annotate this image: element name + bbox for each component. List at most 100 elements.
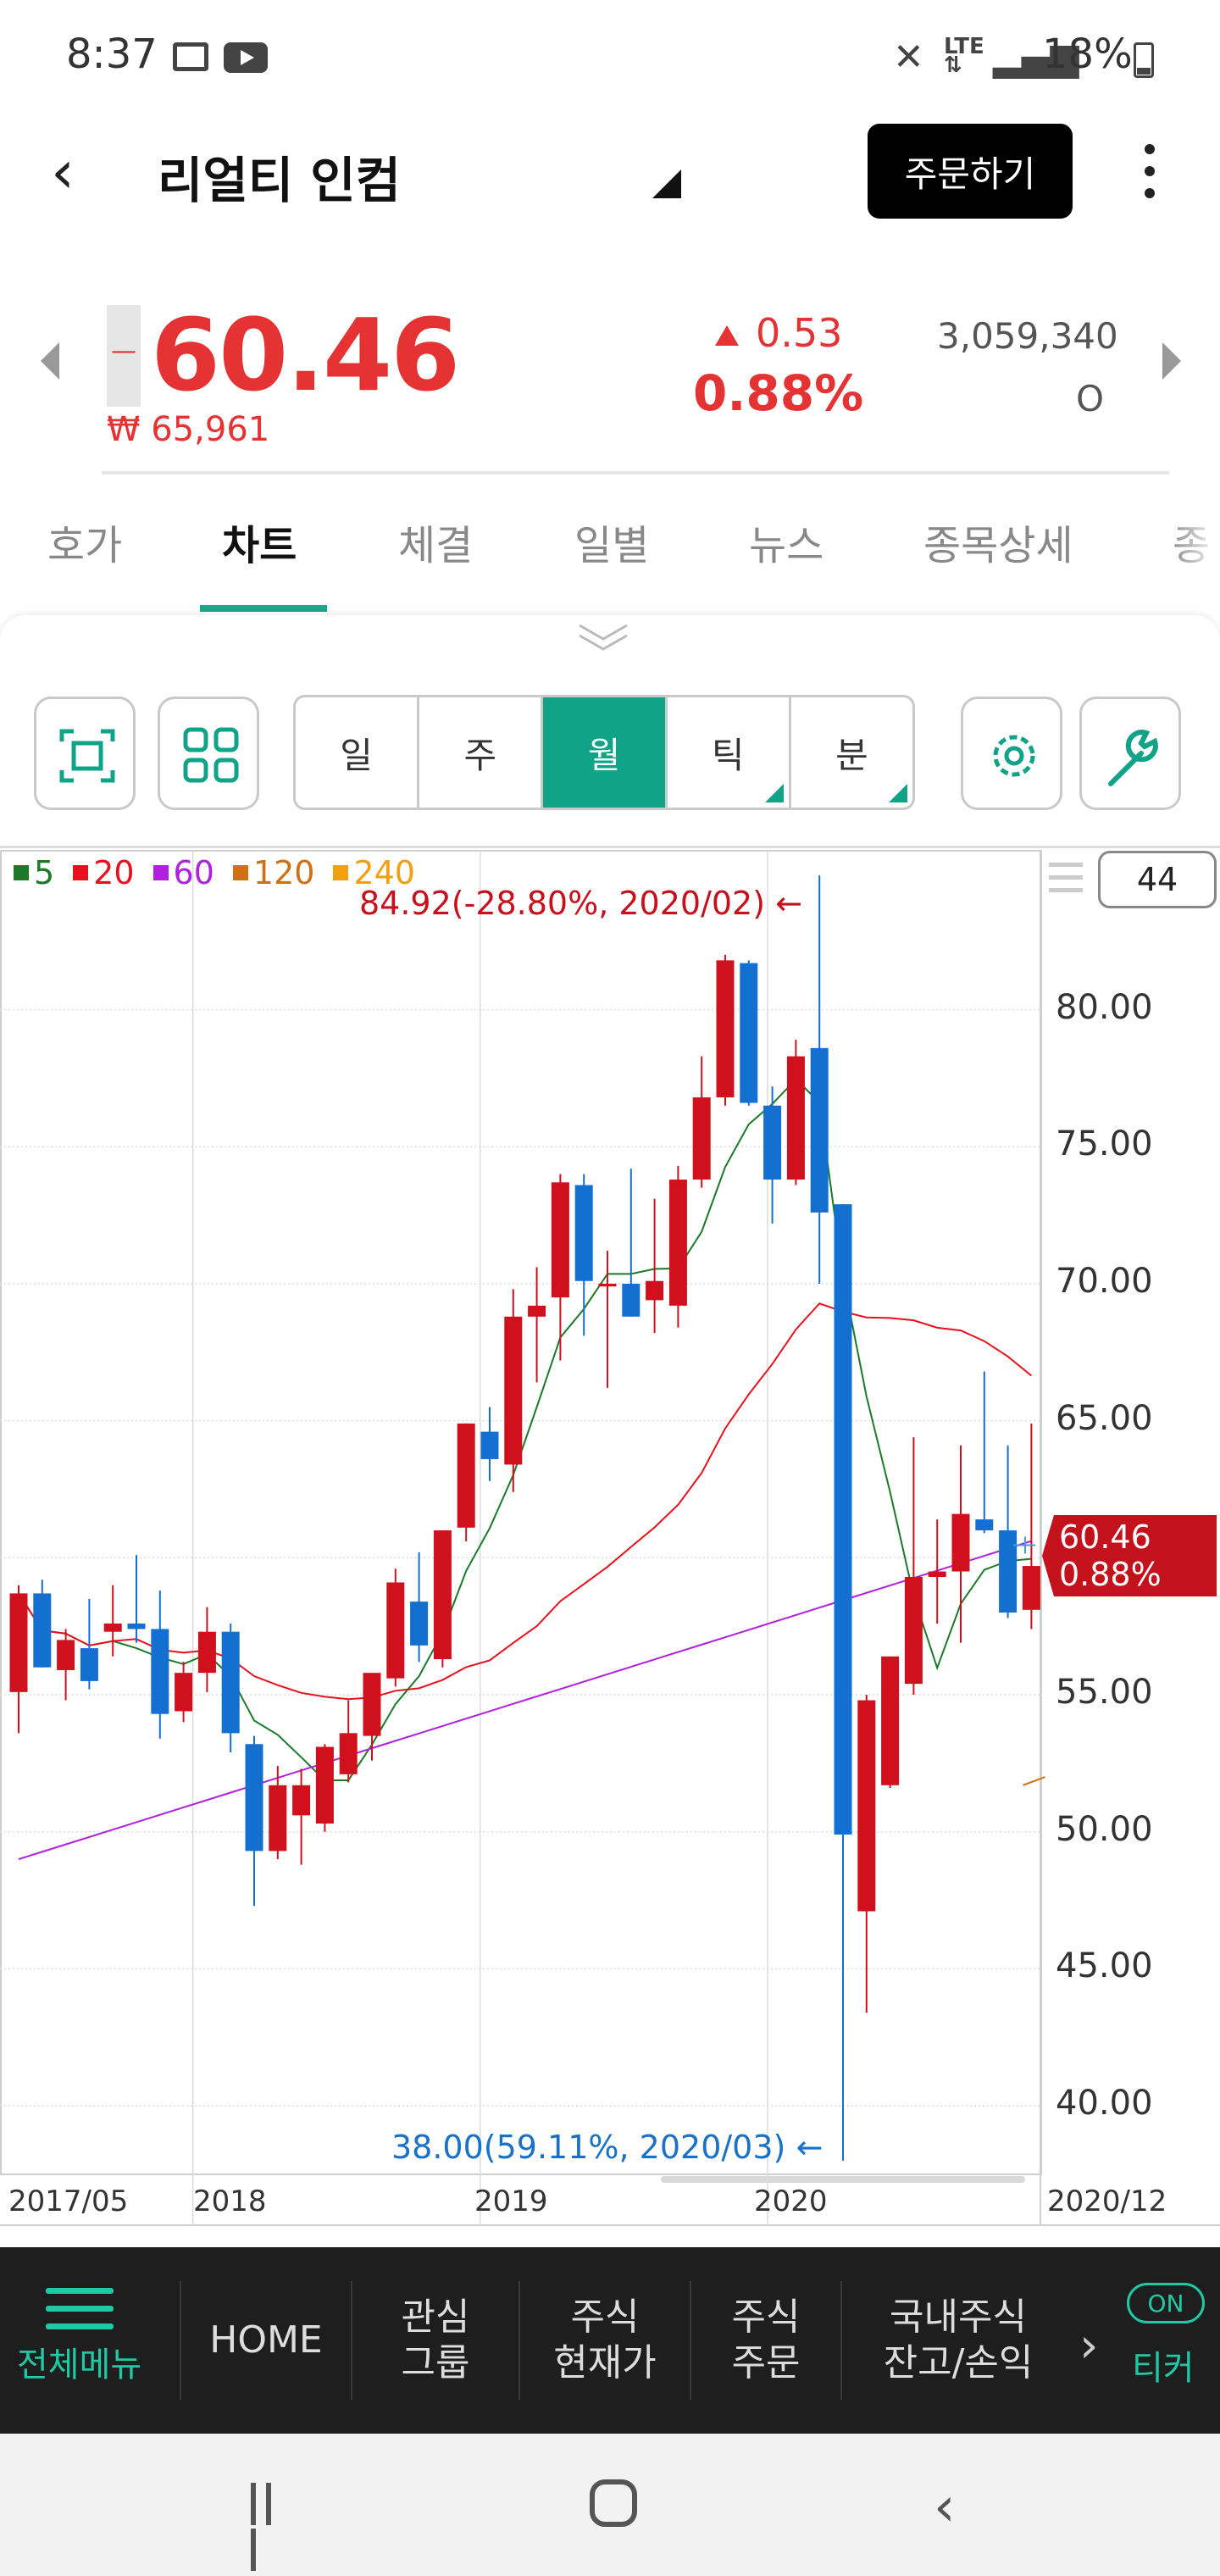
legend-ma20: 20	[73, 854, 135, 891]
image-icon	[173, 42, 208, 71]
candle	[103, 1585, 122, 1657]
divider	[102, 471, 1169, 475]
candle-body	[292, 1785, 311, 1816]
candle	[269, 1766, 287, 1860]
fullscreen-icon	[59, 729, 115, 783]
tab-news[interactable]: 뉴스	[749, 522, 824, 569]
tab-details[interactable]: 종목상세	[923, 522, 1073, 569]
candle-body	[410, 1602, 429, 1646]
period-minute[interactable]: 분	[791, 697, 912, 808]
candle-body	[740, 963, 758, 1103]
recent-apps-icon[interactable]	[251, 2483, 295, 2571]
chart-area[interactable]	[0, 846, 1220, 2235]
nav-home[interactable]: HOME	[209, 2318, 323, 2362]
period-month[interactable]: 월	[543, 697, 668, 808]
candlestick-chart[interactable]	[0, 846, 1220, 2235]
y-tick-label: 80.00	[1056, 987, 1153, 1027]
chart-menu-icon[interactable]	[1049, 863, 1083, 901]
chart-legend: 5 20 60 120 240	[14, 854, 415, 891]
all-menu-label[interactable]: 전체메뉴	[17, 2346, 142, 2384]
home-icon[interactable]	[590, 2479, 637, 2527]
tab-orderbook[interactable]: 호가	[47, 522, 123, 569]
candle	[292, 1768, 311, 1865]
candle-body	[33, 1593, 52, 1668]
candle-body	[221, 1631, 240, 1734]
ma60-line	[18, 1540, 1032, 1861]
legend-swatch	[232, 865, 248, 880]
price-change-percent: 0.88%	[693, 364, 864, 422]
period-day[interactable]: 일	[296, 697, 420, 808]
candle	[881, 1656, 900, 1789]
candle	[528, 1267, 546, 1383]
prev-stock-arrow-icon[interactable]	[41, 342, 59, 380]
ticker-toggle[interactable]: ON	[1127, 2283, 1205, 2323]
candle	[692, 1056, 711, 1188]
candle-body	[151, 1629, 169, 1714]
tools-button[interactable]	[1079, 697, 1181, 810]
candle	[410, 1552, 429, 1663]
candle	[504, 1289, 523, 1492]
candle	[315, 1744, 334, 1832]
candle	[786, 1040, 805, 1185]
candle-body	[668, 1180, 687, 1306]
order-button[interactable]: 주문하기	[868, 124, 1073, 219]
candle-body	[457, 1423, 475, 1528]
candle-body	[857, 1700, 876, 1912]
candle	[740, 960, 758, 1106]
candle-body	[763, 1105, 782, 1180]
y-tick-label: 45.00	[1056, 1946, 1153, 1986]
candle-body	[175, 1673, 193, 1712]
candle	[197, 1607, 216, 1692]
candle-body	[103, 1623, 122, 1632]
nav-watchlist[interactable]: 관심 그룹	[401, 2296, 470, 2384]
nav-stock-order[interactable]: 주식 주문	[731, 2296, 801, 2384]
tab-daily[interactable]: 일별	[574, 522, 650, 569]
candle-body	[551, 1182, 569, 1298]
candle-body	[834, 1204, 852, 1835]
multi-chart-button[interactable]	[158, 697, 259, 810]
candle	[175, 1662, 193, 1723]
candle-body	[80, 1648, 98, 1681]
system-back-icon[interactable]: ‹	[934, 2476, 956, 2539]
settings-button[interactable]	[961, 697, 1062, 810]
candle	[574, 1174, 593, 1336]
nav-balance[interactable]: 국내주식 잔고/손익	[883, 2296, 1034, 2384]
ma120-line	[1023, 1776, 1045, 1786]
candle	[1022, 1423, 1040, 1629]
candle	[598, 1251, 617, 1388]
candle	[433, 1530, 452, 1668]
candle-body	[598, 1283, 617, 1287]
tab-chart[interactable]: 차트	[222, 522, 297, 569]
nav-stock-quote[interactable]: 주식 현재가	[553, 2296, 657, 2384]
candle-body	[245, 1744, 263, 1852]
chevron-right-icon[interactable]: ›	[1079, 2318, 1099, 2373]
gear-icon	[993, 735, 1035, 777]
period-week[interactable]: 주	[419, 697, 544, 808]
back-arrow-icon[interactable]: ‹	[51, 137, 75, 207]
ticker-label[interactable]: 티커	[1132, 2349, 1195, 2388]
collapse-chevron-icon[interactable]	[578, 622, 629, 656]
candle-count-input[interactable]: 44	[1098, 851, 1217, 908]
stock-title[interactable]: 리얼티 인컴	[158, 152, 401, 209]
legend-ma5: 5	[14, 854, 54, 891]
x-tick-label: 2020	[754, 2185, 828, 2218]
hamburger-menu-icon[interactable]	[46, 2288, 114, 2341]
current-price-pct: 0.88%	[1059, 1556, 1162, 1593]
candle-body	[622, 1283, 640, 1317]
y-tick-label: 50.00	[1056, 1809, 1153, 1849]
candle-body	[904, 1576, 923, 1685]
candle-body	[951, 1513, 970, 1572]
candle-body	[975, 1519, 994, 1531]
candle-body	[57, 1640, 75, 1670]
tab-trades[interactable]: 체결	[398, 522, 474, 569]
fullscreen-button[interactable]	[34, 697, 136, 810]
candle	[221, 1623, 240, 1752]
current-price-flag: 60.46 0.88%	[1042, 1515, 1217, 1596]
dropdown-corner-icon[interactable]	[652, 169, 681, 198]
status-bar: 8:37 ✕ LTE ⇅ ▂▄▆ 18%	[0, 0, 1220, 119]
more-menu-icon[interactable]	[1139, 144, 1161, 203]
next-stock-arrow-icon[interactable]	[1162, 342, 1181, 380]
candle-body	[269, 1785, 287, 1852]
period-tick[interactable]: 틱	[668, 697, 791, 808]
candle	[9, 1585, 28, 1734]
